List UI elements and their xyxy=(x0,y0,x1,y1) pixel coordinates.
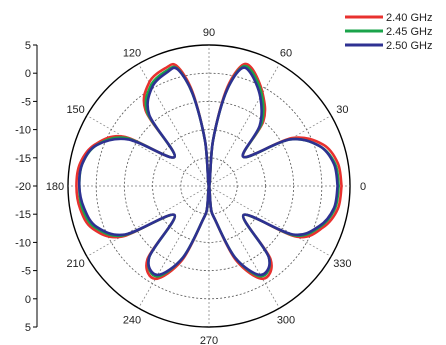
angle-tick-label: 30 xyxy=(336,104,348,116)
radial-tick-label: 0 xyxy=(25,294,31,306)
polar-grid xyxy=(67,44,351,328)
angle-tick-label: 60 xyxy=(280,48,292,60)
legend-label: 2.50 GHz xyxy=(386,40,432,52)
angle-labels: 0 30 60 90 120 150 180 210 240 270 300 330 xyxy=(46,27,366,345)
grid-spoke xyxy=(86,115,210,187)
legend-label: 2.45 GHz xyxy=(386,26,432,38)
radial-tick-label: 5 xyxy=(25,322,31,334)
radial-tick-label: -5 xyxy=(21,96,31,108)
angle-tick-label: 90 xyxy=(203,27,215,39)
angle-tick-label: 300 xyxy=(277,314,295,326)
radial-tick-label: -15 xyxy=(15,209,31,221)
grid-spoke xyxy=(208,185,332,257)
radial-tick-label: -10 xyxy=(15,125,31,137)
grid-spoke xyxy=(138,185,210,309)
series-line-2-50-ghz xyxy=(77,66,339,277)
grid-spoke xyxy=(208,115,332,187)
grid-spoke xyxy=(208,63,280,187)
legend-label: 2.40 GHz xyxy=(386,12,432,24)
radial-tick-label: -5 xyxy=(21,266,31,278)
angle-tick-label: 0 xyxy=(360,181,366,193)
grid-spoke xyxy=(86,185,210,257)
legend: 2.40 GHz 2.45 GHz 2.50 GHz xyxy=(345,12,432,52)
series-group xyxy=(75,62,343,281)
radial-tick-label: -10 xyxy=(15,237,31,249)
radial-tick-label: 0 xyxy=(25,68,31,80)
angle-tick-label: 270 xyxy=(200,335,218,345)
angle-tick-label: 150 xyxy=(66,104,84,116)
angle-tick-label: 180 xyxy=(46,181,64,193)
angle-tick-label: 330 xyxy=(333,258,351,270)
radial-tick-label: -15 xyxy=(15,153,31,165)
angle-tick-label: 240 xyxy=(123,314,141,326)
angle-tick-label: 120 xyxy=(123,48,141,60)
radial-tick-label: 5 xyxy=(25,40,31,52)
angle-tick-label: 210 xyxy=(66,258,84,270)
grid-spoke xyxy=(208,185,280,309)
radial-axis: 5 0 -5 -10 -15 -20 -15 -10 -5 0 5 xyxy=(15,40,38,334)
radial-tick-label: -20 xyxy=(15,181,31,193)
